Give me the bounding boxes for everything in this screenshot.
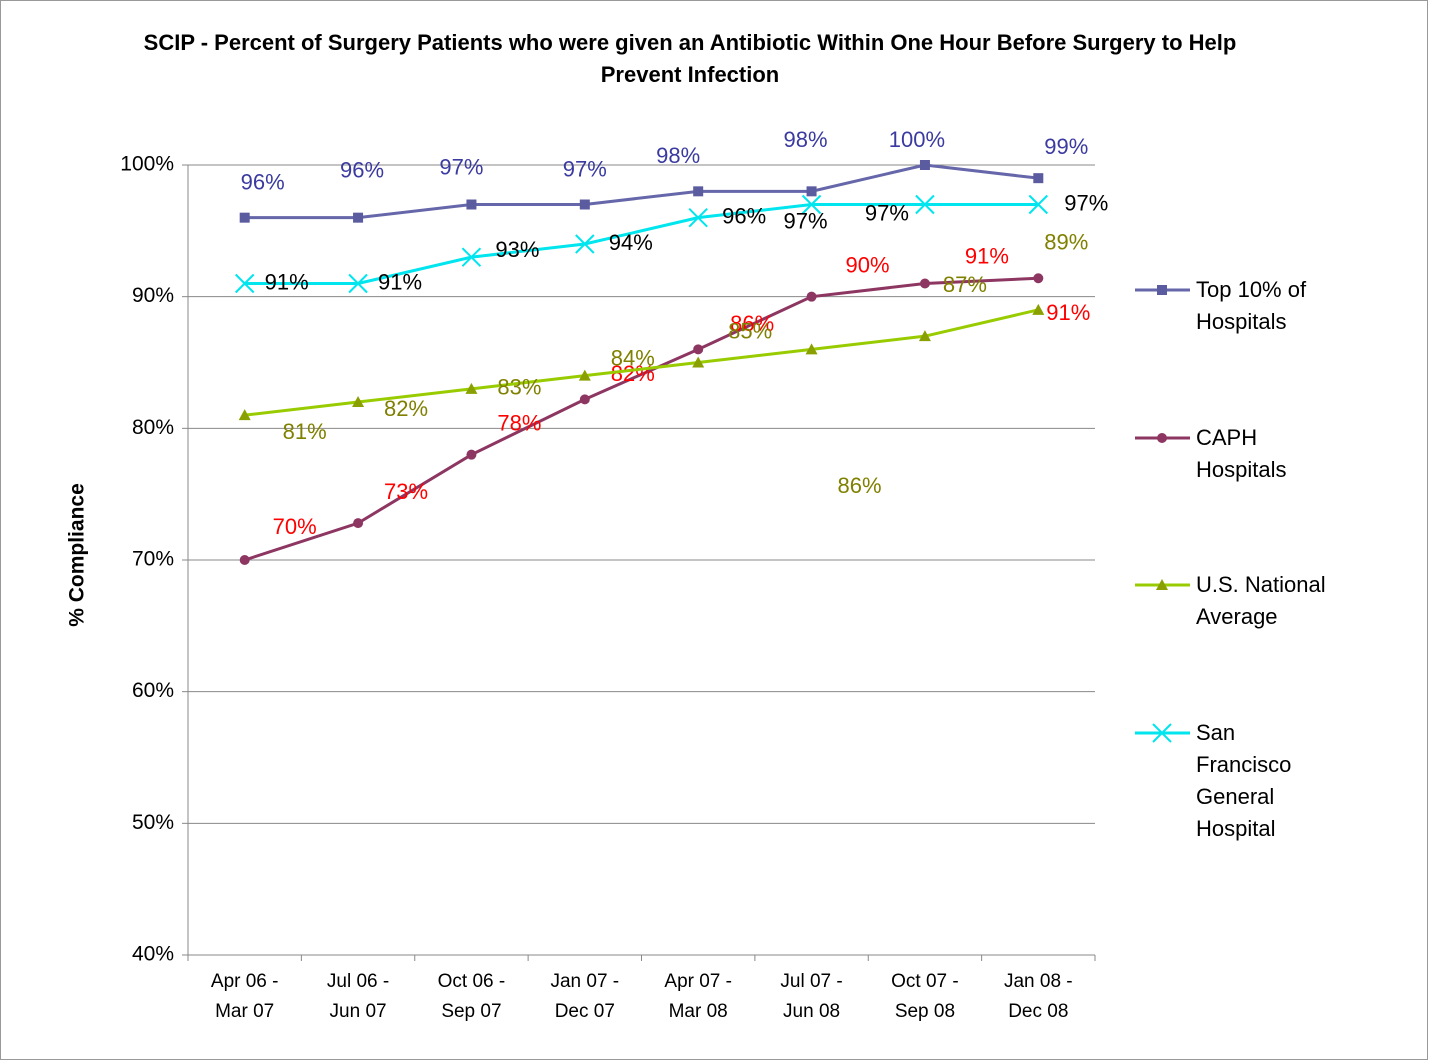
marker <box>1033 173 1044 184</box>
marker <box>239 555 250 565</box>
data-label: 89% <box>1044 230 1088 255</box>
marker <box>353 212 364 223</box>
data-label: 97% <box>563 156 607 181</box>
marker <box>693 186 704 197</box>
marker <box>575 234 595 254</box>
marker <box>805 343 818 355</box>
series-line <box>244 203 1039 285</box>
marker <box>352 396 365 407</box>
marker <box>238 409 251 421</box>
data-label: 91% <box>965 243 1009 268</box>
marker <box>465 382 478 394</box>
marker <box>353 518 364 529</box>
marker <box>1156 579 1168 590</box>
marker <box>801 194 822 215</box>
x-tick-label: Jan 08 - Dec 08 <box>1003 971 1073 1022</box>
data-label: 86% <box>838 473 882 498</box>
data-label: 84% <box>611 345 655 370</box>
marker <box>578 369 591 381</box>
marker <box>1028 194 1049 215</box>
data-label: 94% <box>609 230 653 255</box>
marker <box>692 356 705 368</box>
marker <box>466 449 477 460</box>
chart-title: SCIP - Percent of Surgery Patients who w… <box>143 30 1237 87</box>
marker <box>579 394 590 405</box>
marker <box>1032 303 1045 315</box>
x-tick-label: Oct 06 - Sep 07 <box>437 971 506 1022</box>
y-tick-label: 70% <box>132 548 174 571</box>
marker <box>234 273 255 294</box>
data-label: 86% <box>730 311 774 336</box>
data-label: 97% <box>865 200 909 225</box>
marker <box>806 291 817 302</box>
marker <box>915 194 935 215</box>
marker <box>693 344 704 355</box>
x-tick-label: Jul 07 - Jun 08 <box>780 971 843 1022</box>
legend-label: San Francisco General Hospital <box>1196 720 1292 841</box>
marker <box>579 199 590 210</box>
data-label: 82% <box>384 396 428 421</box>
y-tick-label: 80% <box>132 416 174 439</box>
data-label: 93% <box>495 237 539 262</box>
data-label: 99% <box>1044 134 1088 159</box>
legend-label: CAPH Hospitals <box>1196 425 1287 482</box>
x-tick-label: Apr 07 - Mar 08 <box>664 971 732 1022</box>
marker <box>1157 433 1167 443</box>
marker <box>1033 273 1044 284</box>
data-label: 96% <box>722 203 766 228</box>
data-label: 98% <box>784 127 828 152</box>
y-axis-title: % Compliance <box>66 483 89 627</box>
y-tick-label: 100% <box>120 153 174 176</box>
series-line <box>244 308 1039 417</box>
marker <box>918 330 931 342</box>
legend-label: Top 10% of Hospitals <box>1196 277 1307 334</box>
y-tick-label: 40% <box>132 943 174 966</box>
y-tick-label: 90% <box>132 284 174 307</box>
marker <box>806 186 817 197</box>
marker <box>239 212 250 223</box>
marker <box>688 207 708 228</box>
data-label: 96% <box>340 157 384 182</box>
marker <box>466 199 477 210</box>
marker <box>1152 723 1172 743</box>
series-line <box>244 163 1039 220</box>
data-label: 91% <box>378 269 422 294</box>
marker <box>1157 285 1167 295</box>
x-tick-label: Apr 06 - Mar 07 <box>210 971 279 1022</box>
marker <box>919 278 930 289</box>
x-tick-label: Jan 07 - Dec 07 <box>550 971 620 1022</box>
series-line <box>244 276 1039 562</box>
y-tick-label: 50% <box>132 811 174 834</box>
data-label: 90% <box>846 252 890 277</box>
data-label: 85% <box>728 318 772 343</box>
data-label: 87% <box>943 272 987 297</box>
data-label: 73% <box>384 479 428 504</box>
data-label: 97% <box>784 208 828 233</box>
data-label: 81% <box>283 419 327 444</box>
data-label: 96% <box>241 169 285 194</box>
marker <box>348 273 368 294</box>
y-tick-label: 60% <box>132 679 174 702</box>
x-tick-label: Jul 06 - Jun 07 <box>326 971 390 1022</box>
data-label: 97% <box>1064 190 1108 215</box>
x-tick-label: Oct 07 - Sep 08 <box>891 971 959 1022</box>
data-label: 91% <box>1046 300 1090 325</box>
marker <box>461 247 482 267</box>
data-label: 83% <box>497 375 541 400</box>
marker <box>919 160 930 170</box>
data-label: 82% <box>611 361 655 386</box>
data-label: 97% <box>439 154 483 179</box>
data-label: 98% <box>656 143 700 168</box>
data-label: 70% <box>273 514 317 539</box>
data-label: 91% <box>265 269 309 294</box>
data-label: 100% <box>889 127 945 152</box>
data-label: 78% <box>497 410 541 435</box>
legend-label: U.S. National Average <box>1196 572 1326 629</box>
